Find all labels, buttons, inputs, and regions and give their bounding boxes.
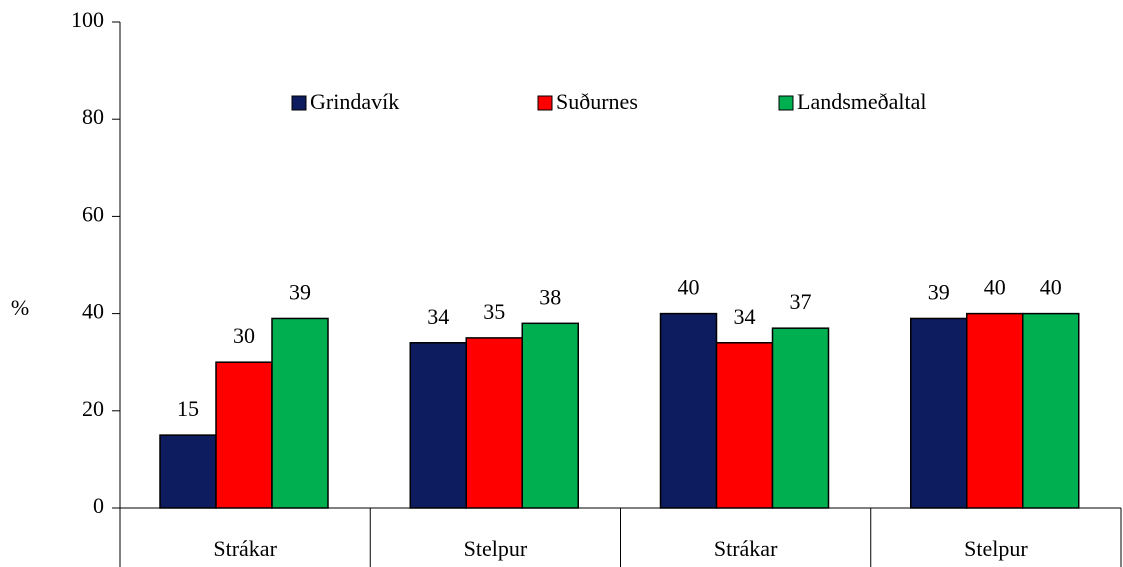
y-tick-label: 40 [82, 299, 104, 324]
bar [659, 312, 718, 509]
x-tick-label: Stelpur [964, 536, 1028, 561]
data-label: 40 [1040, 275, 1062, 300]
data-label: 34 [734, 304, 756, 329]
legend-label: Suðurnes [556, 89, 638, 114]
x-tick-label: Stelpur [464, 536, 528, 561]
data-label: 37 [790, 289, 812, 314]
bar [771, 327, 830, 509]
y-tick-label: 0 [93, 493, 104, 518]
legend-label: Grindavík [310, 89, 399, 114]
data-label: 38 [539, 284, 561, 309]
data-label: 35 [483, 299, 505, 324]
bar [1022, 312, 1080, 509]
x-tick-label: Strákar [213, 536, 277, 561]
x-tick-label: Strákar [714, 536, 778, 561]
bar [715, 342, 774, 509]
data-label: 15 [177, 396, 199, 421]
bar [465, 337, 523, 509]
bar [409, 342, 467, 509]
bar [215, 361, 273, 509]
data-label: 30 [233, 323, 255, 348]
legend-label: Landsmeðaltal [797, 89, 927, 114]
y-tick-label: 80 [82, 104, 104, 129]
data-label: 39 [289, 280, 311, 305]
y-tick-label: 20 [82, 396, 104, 421]
legend-swatch [291, 95, 307, 111]
y-tick-label: 60 [82, 201, 104, 226]
bar [910, 317, 968, 509]
bar [159, 434, 217, 509]
bar [521, 322, 579, 509]
data-label: 39 [928, 280, 950, 305]
data-label: 40 [984, 275, 1006, 300]
legend-swatch [778, 95, 794, 111]
legend-swatch [537, 95, 553, 111]
y-tick-label: 100 [71, 7, 104, 32]
bar [966, 312, 1024, 509]
data-label: 34 [427, 304, 449, 329]
bar [271, 317, 329, 509]
data-label: 40 [678, 275, 700, 300]
y-axis-label: % [11, 295, 29, 320]
